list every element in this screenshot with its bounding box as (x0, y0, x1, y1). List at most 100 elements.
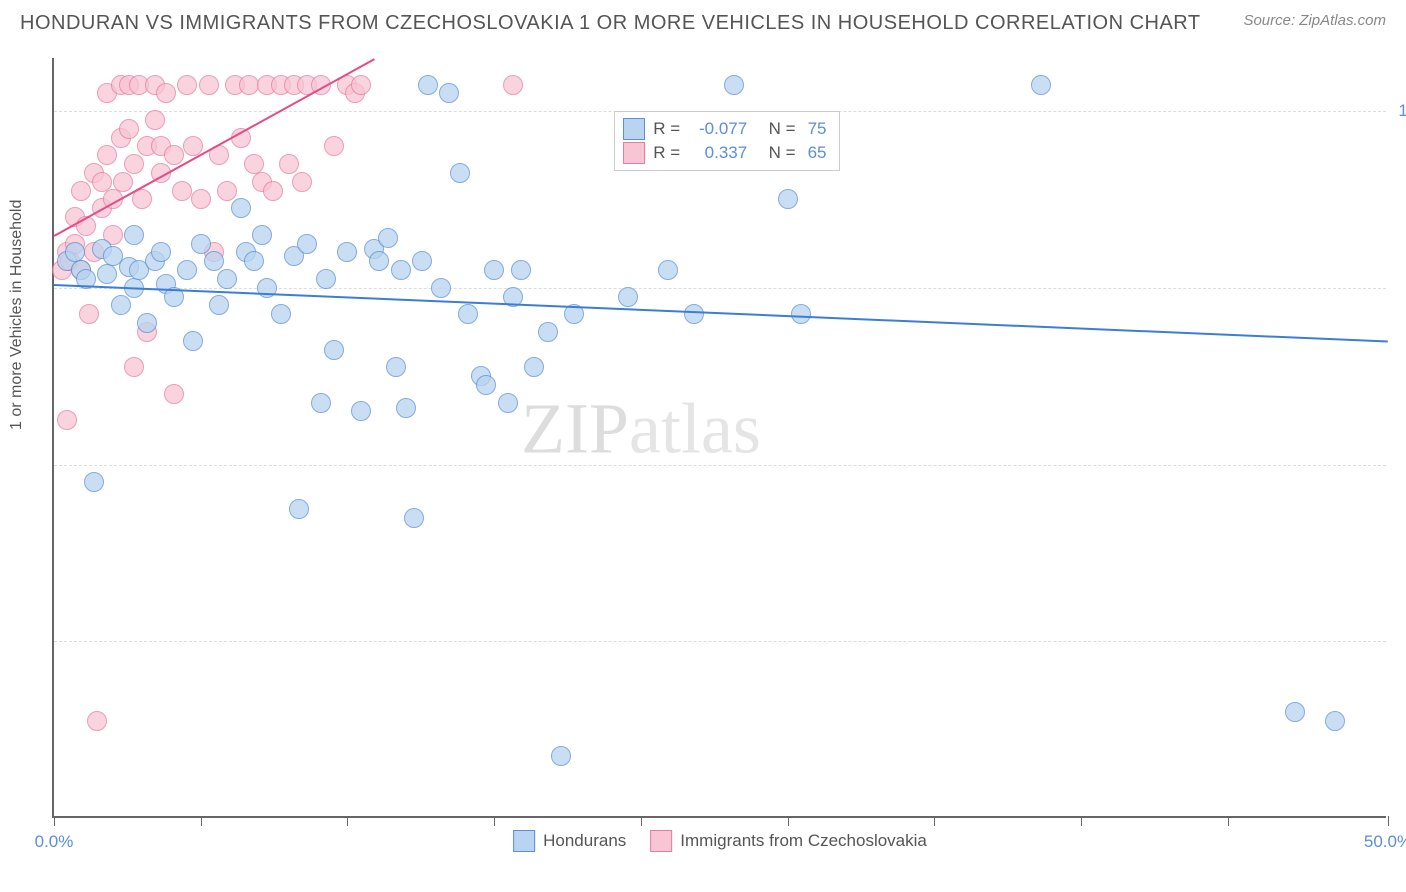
data-point (172, 181, 192, 201)
chart-title: HONDURAN VS IMMIGRANTS FROM CZECHOSLOVAK… (20, 12, 1201, 35)
data-point (418, 75, 438, 95)
data-point (724, 75, 744, 95)
data-point (97, 145, 117, 165)
data-point (177, 260, 197, 280)
data-point (271, 304, 291, 324)
watermark-light: atlas (629, 389, 761, 469)
stats-r-label: R = (653, 119, 680, 139)
data-point (239, 75, 259, 95)
chart-header: HONDURAN VS IMMIGRANTS FROM CZECHOSLOVAK… (0, 0, 1406, 43)
data-point (231, 198, 251, 218)
x-tick-label: 0.0% (35, 832, 74, 852)
x-tick-label: 50.0% (1364, 832, 1406, 852)
scatter-plot: ZIPatlas HonduransImmigrants from Czecho… (52, 58, 1386, 818)
legend-swatch (650, 830, 672, 852)
y-tick-label: 70.0% (1396, 631, 1406, 651)
data-point (79, 304, 99, 324)
stats-legend: R =-0.077 N =75R =0.337 N =65 (614, 111, 839, 171)
data-point (97, 264, 117, 284)
data-point (263, 181, 283, 201)
data-point (252, 225, 272, 245)
data-point (511, 260, 531, 280)
x-tick (201, 816, 202, 826)
data-point (1285, 702, 1305, 722)
data-point (524, 357, 544, 377)
data-point (289, 499, 309, 519)
x-tick (1228, 816, 1229, 826)
data-point (386, 357, 406, 377)
data-point (503, 75, 523, 95)
x-tick (494, 816, 495, 826)
legend-swatch (513, 830, 535, 852)
x-tick (788, 816, 789, 826)
grid-line (54, 465, 1386, 466)
data-point (137, 313, 157, 333)
legend-label: Hondurans (543, 831, 626, 851)
x-tick (1388, 816, 1389, 826)
data-point (791, 304, 811, 324)
y-axis-label: 1 or more Vehicles in Household (8, 200, 26, 430)
x-tick (54, 816, 55, 826)
legend-item: Hondurans (513, 830, 626, 852)
data-point (92, 172, 112, 192)
data-point (778, 189, 798, 209)
data-point (431, 278, 451, 298)
watermark: ZIPatlas (521, 388, 761, 471)
y-tick-label: 90.0% (1396, 278, 1406, 298)
data-point (369, 251, 389, 271)
data-point (316, 269, 336, 289)
y-tick-label: 80.0% (1396, 455, 1406, 475)
data-point (124, 154, 144, 174)
data-point (292, 172, 312, 192)
data-point (404, 508, 424, 528)
data-point (87, 711, 107, 731)
data-point (183, 331, 203, 351)
stats-n-label: N = (759, 119, 795, 139)
stats-row: R =-0.077 N =75 (623, 118, 830, 140)
legend-swatch (623, 142, 645, 164)
data-point (164, 384, 184, 404)
data-point (351, 75, 371, 95)
data-point (209, 295, 229, 315)
data-point (124, 357, 144, 377)
data-point (57, 410, 77, 430)
data-point (484, 260, 504, 280)
grid-line (54, 288, 1386, 289)
data-point (1031, 75, 1051, 95)
data-point (217, 269, 237, 289)
bottom-legend: Hondurans Immigrants from Czechoslovakia (513, 830, 927, 852)
y-tick-label: 100.0% (1396, 101, 1406, 121)
data-point (439, 83, 459, 103)
data-point (396, 398, 416, 418)
data-point (244, 251, 264, 271)
data-point (151, 242, 171, 262)
data-point (618, 287, 638, 307)
data-point (538, 322, 558, 342)
data-point (337, 242, 357, 262)
data-point (458, 304, 478, 324)
data-point (551, 746, 571, 766)
x-tick (1081, 816, 1082, 826)
data-point (119, 119, 139, 139)
stats-r-label: R = (653, 143, 680, 163)
legend-swatch (623, 118, 645, 140)
x-tick (347, 816, 348, 826)
data-point (1325, 711, 1345, 731)
legend-label: Immigrants from Czechoslovakia (680, 831, 927, 851)
stats-n-label: N = (759, 143, 795, 163)
data-point (191, 234, 211, 254)
data-point (378, 228, 398, 248)
data-point (297, 234, 317, 254)
data-point (684, 304, 704, 324)
trend-line (54, 284, 1388, 343)
data-point (279, 154, 299, 174)
data-point (324, 136, 344, 156)
data-point (476, 375, 496, 395)
data-point (204, 251, 224, 271)
legend-item: Immigrants from Czechoslovakia (650, 830, 927, 852)
watermark-bold: ZIP (521, 389, 629, 469)
data-point (412, 251, 432, 271)
x-tick (934, 816, 935, 826)
data-point (124, 225, 144, 245)
data-point (391, 260, 411, 280)
